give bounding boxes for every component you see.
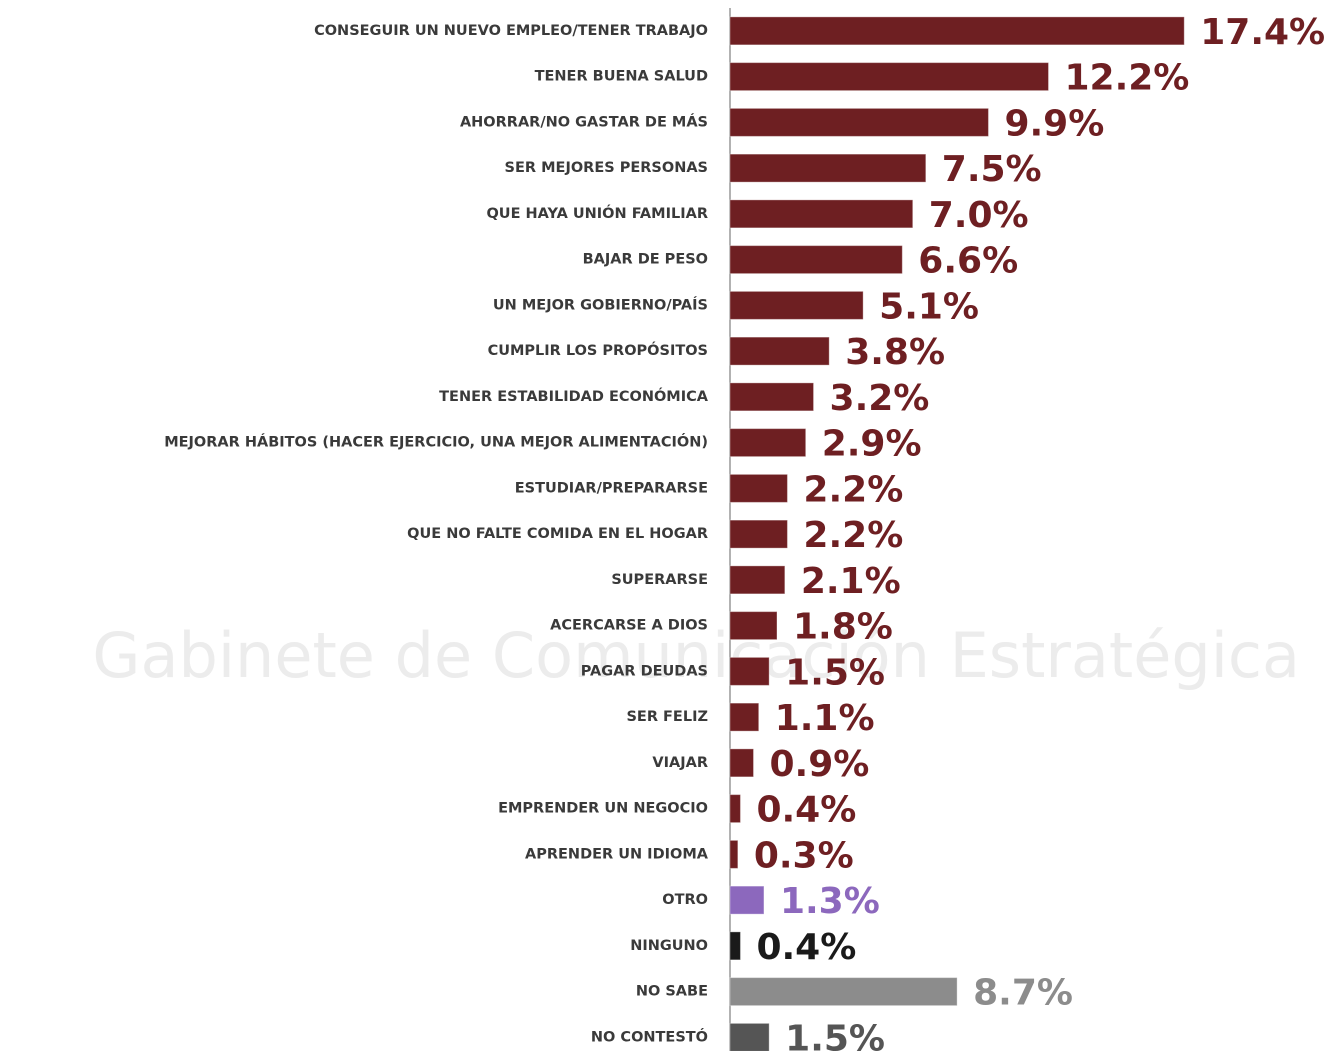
bar (729, 199, 914, 229)
value-label: 0.3% (754, 835, 854, 876)
value-label: 3.2% (830, 378, 930, 419)
value-label: 2.2% (803, 515, 903, 556)
bar (729, 336, 830, 366)
value-label: 5.1% (879, 286, 979, 327)
bar (729, 245, 903, 275)
category-label: SER MEJORES PERSONAS (505, 160, 708, 176)
bar (729, 519, 788, 549)
bar (729, 611, 778, 641)
value-label: 1.1% (775, 698, 875, 739)
bar (729, 656, 770, 686)
value-label: 0.4% (756, 927, 856, 968)
category-label: APRENDER UN IDIOMA (525, 846, 709, 862)
value-label: 1.8% (793, 607, 893, 648)
value-label: 0.9% (769, 744, 869, 785)
category-label: TENER BUENA SALUD (535, 69, 708, 85)
category-label: VIAJAR (652, 755, 708, 771)
bar (729, 885, 765, 915)
bar (729, 382, 815, 412)
bar (729, 839, 739, 869)
bar (729, 977, 958, 1007)
category-label: CUMPLIR LOS PROPÓSITOS (488, 341, 708, 359)
category-label: NINGUNO (630, 938, 708, 954)
value-label: 1.3% (780, 881, 880, 922)
value-label: 17.4% (1200, 12, 1325, 53)
bar (729, 428, 807, 458)
value-label: 0.4% (756, 790, 856, 831)
category-label: SUPERARSE (611, 572, 708, 588)
value-label: 2.1% (801, 561, 901, 602)
category-label: ACERCARSE A DIOS (550, 618, 708, 634)
bar (729, 794, 741, 824)
bar (729, 1022, 770, 1051)
value-label: 7.5% (942, 149, 1042, 190)
category-label: BAJAR DE PESO (583, 252, 708, 268)
category-label: MEJORAR HÁBITOS (HACER EJERCICIO, UNA ME… (164, 433, 708, 451)
category-label: NO CONTESTÓ (591, 1027, 708, 1045)
category-label: QUE HAYA UNIÓN FAMILIAR (486, 204, 708, 222)
value-label: 12.2% (1064, 58, 1189, 99)
category-label: CONSEGUIR UN NUEVO EMPLEO/TENER TRABAJO (314, 23, 708, 39)
bar (729, 16, 1185, 46)
value-label: 2.9% (822, 424, 922, 465)
watermark: Gabinete de Comunicación Estratégica (92, 619, 1300, 692)
value-label: 9.9% (1004, 103, 1104, 144)
bar (729, 62, 1049, 92)
bar (729, 290, 864, 320)
category-label: QUE NO FALTE COMIDA EN EL HOGAR (407, 526, 708, 542)
bar (729, 702, 760, 732)
value-label: 8.7% (973, 973, 1073, 1014)
category-label: OTRO (662, 892, 708, 908)
category-label: SER FELIZ (626, 709, 708, 725)
category-label: AHORRAR/NO GASTAR DE MÁS (460, 113, 708, 130)
bar (729, 107, 989, 137)
category-label: NO SABE (636, 984, 708, 1000)
value-label: 3.8% (845, 332, 945, 373)
category-label: PAGAR DEUDAS (581, 663, 708, 679)
bar (729, 748, 754, 778)
value-label: 6.6% (918, 241, 1018, 282)
value-label: 7.0% (929, 195, 1029, 236)
value-label: 1.5% (785, 652, 885, 693)
category-label: EMPRENDER UN NEGOCIO (498, 801, 708, 817)
category-label: ESTUDIAR/PREPARARSE (515, 480, 708, 496)
bar (729, 565, 786, 595)
value-label: 1.5% (785, 1018, 885, 1051)
value-label: 2.2% (803, 469, 903, 510)
bar (729, 931, 741, 961)
bar (729, 153, 927, 183)
bar (729, 473, 788, 503)
category-label: TENER ESTABILIDAD ECONÓMICA (439, 387, 709, 405)
category-label: UN MEJOR GOBIERNO/PAÍS (493, 296, 708, 313)
